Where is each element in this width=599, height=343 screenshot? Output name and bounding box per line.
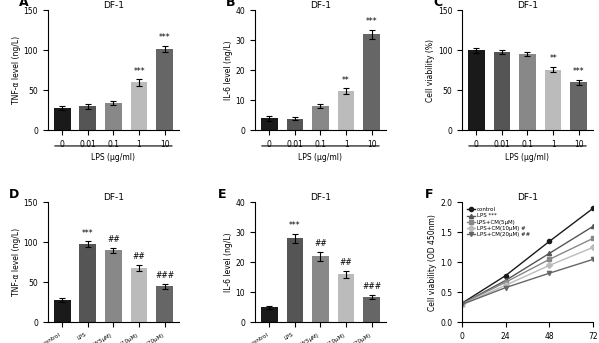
Bar (131, 268, 147, 322)
LPS+CM(20μM) ## (502, 285, 509, 289)
Text: ***: *** (289, 221, 301, 230)
Y-axis label: TNF-α level (ng/L): TNF-α level (ng/L) (12, 36, 21, 104)
Bar (312, 106, 329, 130)
Bar (131, 82, 147, 130)
Bar (364, 297, 380, 322)
control (502, 274, 509, 278)
Bar (364, 34, 380, 130)
Bar (286, 238, 303, 322)
Text: F: F (425, 188, 434, 201)
Bar (80, 106, 96, 130)
Line: LPS+CM(5μM): LPS+CM(5μM) (460, 236, 595, 306)
Legend: control, LPS ***, LPS+CM(5μM), LPS+CM(10μM) #, LPS+CM(20μM) ##: control, LPS ***, LPS+CM(5μM), LPS+CM(10… (465, 205, 533, 239)
Bar (80, 244, 96, 322)
Y-axis label: Cell viability (%): Cell viability (%) (426, 39, 435, 102)
Text: ###: ### (155, 271, 174, 280)
Bar (338, 91, 355, 130)
Bar (156, 286, 173, 322)
Line: LPS+CM(10μM) #: LPS+CM(10μM) # (460, 245, 595, 307)
Text: **: ** (342, 76, 350, 85)
LPS *** (589, 224, 597, 228)
Y-axis label: IL-6 level (ng/L): IL-6 level (ng/L) (223, 40, 232, 100)
LPS *** (458, 302, 465, 306)
Text: A: A (19, 0, 29, 9)
Bar (544, 70, 561, 130)
Text: **: ** (549, 54, 557, 63)
control (589, 206, 597, 210)
Title: DF-1: DF-1 (310, 0, 331, 10)
Bar (105, 103, 122, 130)
Bar (468, 50, 485, 130)
Text: ***: *** (82, 228, 93, 238)
Bar (570, 82, 587, 130)
LPS+CM(10μM) # (458, 303, 465, 307)
Bar (54, 300, 71, 322)
LPS+CM(10μM) # (589, 245, 597, 249)
LPS+CM(5μM) (546, 257, 553, 261)
Y-axis label: TNF-α level (ng/L): TNF-α level (ng/L) (12, 228, 21, 296)
Title: DF-1: DF-1 (517, 0, 538, 10)
Bar (286, 119, 303, 130)
LPS+CM(20μM) ## (458, 303, 465, 307)
LPS+CM(5μM) (589, 236, 597, 240)
LPS+CM(10μM) # (546, 263, 553, 268)
Text: C: C (433, 0, 442, 9)
Y-axis label: Cell viability (OD 450nm): Cell viability (OD 450nm) (428, 214, 437, 311)
LPS *** (546, 251, 553, 256)
Bar (261, 307, 277, 322)
Text: LPS (μg/ml): LPS (μg/ml) (506, 153, 549, 162)
Text: LPS (μg/ml): LPS (μg/ml) (298, 153, 343, 162)
Text: ##: ## (107, 235, 120, 244)
control (546, 239, 553, 244)
LPS+CM(20μM) ## (546, 271, 553, 275)
Title: DF-1: DF-1 (103, 0, 124, 10)
Bar (519, 54, 536, 130)
Text: LPS (μg/ml): LPS (μg/ml) (92, 153, 135, 162)
Line: LPS ***: LPS *** (460, 224, 595, 306)
Text: ###: ### (362, 282, 381, 291)
Text: B: B (226, 0, 235, 9)
Line: LPS+CM(20μM) ##: LPS+CM(20μM) ## (460, 257, 595, 307)
Title: DF-1: DF-1 (517, 192, 538, 202)
LPS+CM(5μM) (502, 280, 509, 284)
Bar (494, 52, 510, 130)
LPS+CM(10μM) # (502, 283, 509, 287)
Y-axis label: IL-6 level (ng/L): IL-6 level (ng/L) (223, 233, 232, 292)
Text: ***: *** (159, 33, 171, 42)
Text: D: D (8, 188, 19, 201)
Title: DF-1: DF-1 (310, 192, 331, 202)
Text: ##: ## (132, 252, 146, 261)
Text: ***: *** (133, 67, 145, 75)
Text: E: E (218, 188, 227, 201)
Bar (156, 49, 173, 130)
Bar (54, 108, 71, 130)
Line: control: control (460, 206, 595, 305)
Text: ***: *** (366, 17, 377, 26)
Bar (338, 274, 355, 322)
Bar (105, 250, 122, 322)
LPS+CM(5μM) (458, 302, 465, 306)
Text: ##: ## (314, 239, 327, 248)
Text: ***: *** (573, 67, 585, 76)
control (458, 301, 465, 305)
Bar (261, 118, 277, 130)
Bar (312, 256, 329, 322)
Text: ##: ## (340, 258, 352, 267)
LPS+CM(20μM) ## (589, 257, 597, 261)
LPS *** (502, 278, 509, 282)
Title: DF-1: DF-1 (103, 192, 124, 202)
